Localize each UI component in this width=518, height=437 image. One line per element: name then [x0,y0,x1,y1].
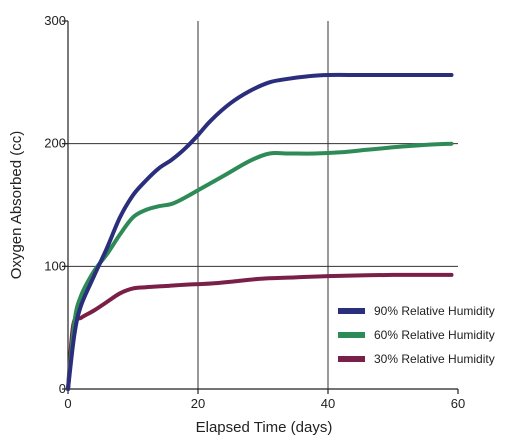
series-lines [66,72,454,391]
y-tick-label: 200 [44,136,66,151]
x-tick-labels: 0 20 40 60 [64,396,465,411]
legend-swatch [338,332,365,338]
x-axis-title: Elapsed Time (days) [196,419,333,436]
y-axis-title: Oxygen Absorbed (cc) [8,131,25,279]
legend-label: 60% Relative Humidity [374,328,495,342]
y-tick-label: 100 [44,258,66,273]
series-line-3 [66,272,454,391]
x-tick-label: 20 [191,396,205,411]
legend: 90% Relative Humidity 60% Relative Humidi… [338,304,495,366]
legend-label: 90% Relative Humidity [374,304,495,318]
legend-label: 30% Relative Humidity [374,352,495,366]
legend-swatch [338,308,365,314]
x-tick-label: 40 [321,396,335,411]
y-tick-labels: 0 100 200 300 [44,13,66,396]
x-tick-label: 60 [451,396,465,411]
y-tick-label: 300 [44,13,66,28]
legend-swatch [338,356,365,362]
series-line-1 [66,72,454,391]
x-tick-label: 0 [64,396,71,411]
axes [62,20,459,394]
y-tick-label: 0 [59,381,66,396]
grid-lines [68,21,458,389]
